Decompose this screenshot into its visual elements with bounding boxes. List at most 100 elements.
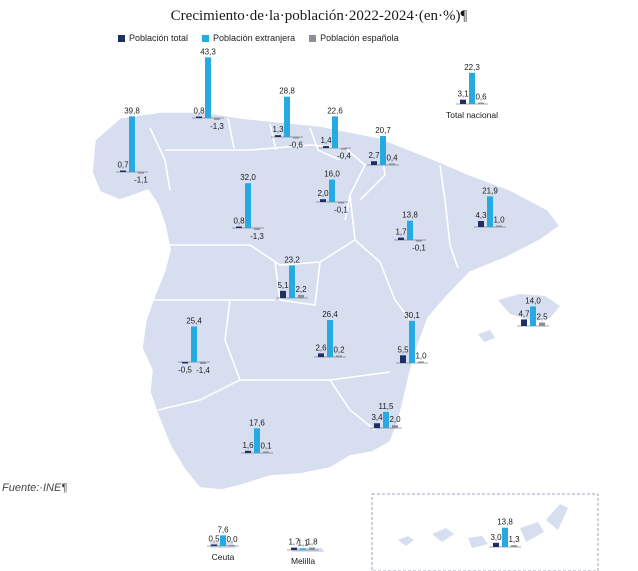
bar-ceuta-extranjera bbox=[220, 535, 226, 546]
value-label-pais-vasco-espanola: -0,4 bbox=[337, 152, 351, 161]
bar-ceuta-total bbox=[211, 544, 217, 546]
bar-baleares-extranjera bbox=[530, 306, 536, 326]
canarias-inset-frame bbox=[371, 493, 599, 571]
region-group-extremadura: -0,5 25,4 -1,4 bbox=[178, 316, 210, 375]
value-label-cantabria-total: 1,3 bbox=[272, 125, 284, 134]
value-label-total-nacional-espanola: 0,6 bbox=[475, 93, 487, 102]
region-group-total-nacional: 3,1 22,3 0,6 Total nacional bbox=[446, 63, 498, 120]
value-label-baleares-extranjera: 14,0 bbox=[525, 296, 541, 305]
value-label-aragon-total: 1,7 bbox=[395, 228, 407, 237]
value-label-total-nacional-total: 3,1 bbox=[457, 90, 469, 99]
region-group-canarias: 3,0 13,8 1,3 bbox=[489, 518, 521, 548]
bar-castilla-y-leon-total bbox=[236, 226, 242, 228]
value-label-galicia-espanola: -1,1 bbox=[134, 176, 148, 185]
legend-label-espanola: Población española bbox=[320, 33, 399, 43]
bar-galicia-espanola bbox=[138, 172, 144, 174]
bar-madrid-espanola bbox=[298, 294, 304, 298]
value-label-galicia-total: 0,7 bbox=[117, 161, 129, 170]
region-group-castilla-y-leon: 0,8 32,0 -1,3 bbox=[232, 173, 264, 241]
value-label-cantabria-espanola: -0,6 bbox=[289, 141, 303, 150]
bar-cantabria-espanola bbox=[293, 137, 299, 139]
bar-ceuta-espanola bbox=[229, 545, 235, 546]
bar-baleares-espanola bbox=[539, 322, 545, 326]
chart-title: Crecimiento·de·la·población·2022-2024·(e… bbox=[170, 8, 468, 24]
legend-item-extranjera: Población extranjera bbox=[202, 33, 295, 43]
value-label-la-rioja-total: 2,0 bbox=[317, 189, 329, 198]
value-label-la-rioja-extranjera: 16,0 bbox=[324, 170, 340, 179]
legend-item-espanola: Población española bbox=[309, 33, 399, 43]
value-label-andalucia-espanola: 0,1 bbox=[260, 442, 272, 451]
value-label-navarra-total: 2,7 bbox=[368, 151, 380, 160]
bar-la-rioja-extranjera bbox=[329, 179, 335, 202]
value-label-extremadura-extranjera: 25,4 bbox=[186, 316, 202, 325]
value-label-baleares-total: 4,7 bbox=[518, 309, 530, 318]
bar-madrid-total bbox=[280, 290, 286, 298]
value-label-aragon-extranjera: 13,8 bbox=[402, 211, 418, 220]
value-label-castilla-la-mancha-total: 2,6 bbox=[315, 343, 327, 352]
legend-item-total: Población total bbox=[118, 33, 188, 43]
bar-baleares-total bbox=[521, 319, 527, 326]
value-label-canarias-total: 3,0 bbox=[490, 533, 502, 542]
bar-galicia-extranjera bbox=[129, 116, 135, 172]
baleares-shape bbox=[498, 294, 560, 320]
value-label-ceuta-extranjera: 7,6 bbox=[217, 525, 229, 534]
value-label-asturias-espanola: -1,3 bbox=[210, 122, 224, 131]
bar-cataluna-extranjera bbox=[487, 196, 493, 227]
value-label-total-nacional-extranjera: 22,3 bbox=[464, 63, 480, 72]
value-label-canarias-extranjera: 13,8 bbox=[497, 518, 513, 527]
bar-andalucia-total bbox=[245, 450, 251, 453]
region-group-aragon: 1,7 13,8 -0,1 bbox=[394, 211, 426, 253]
canarias-islands bbox=[398, 504, 568, 548]
region-name-ceuta: Ceuta bbox=[212, 552, 235, 562]
bar-total-nacional-espanola bbox=[478, 102, 484, 104]
bar-extremadura-total bbox=[182, 362, 188, 364]
value-label-navarra-espanola: 0,4 bbox=[386, 154, 398, 163]
source-note: Fuente:·INE¶ bbox=[2, 482, 68, 494]
bar-navarra-espanola bbox=[389, 163, 395, 165]
bar-murcia-espanola bbox=[392, 425, 398, 428]
legend: Población total Población extranjera Pob… bbox=[118, 33, 399, 43]
bar-com-valenciana-espanola bbox=[418, 361, 424, 363]
bar-murcia-extranjera bbox=[383, 411, 389, 428]
value-label-castilla-la-mancha-extranjera: 26,4 bbox=[322, 310, 338, 319]
bar-melilla-total bbox=[291, 547, 297, 550]
value-label-castilla-y-leon-extranjera: 32,0 bbox=[240, 173, 256, 182]
value-label-extremadura-espanola: -1,4 bbox=[196, 366, 210, 375]
bar-castilla-la-mancha-extranjera bbox=[327, 320, 333, 357]
legend-swatch-espanola bbox=[309, 34, 317, 42]
bar-canarias-espanola bbox=[511, 545, 517, 547]
value-label-pais-vasco-extranjera: 22,6 bbox=[327, 106, 343, 115]
value-label-murcia-total: 3,4 bbox=[371, 413, 383, 422]
value-label-murcia-extranjera: 11,5 bbox=[379, 402, 395, 411]
region-group-asturias: 0,8 43,3 -1,3 bbox=[192, 47, 224, 131]
region-name-melilla: Melilla bbox=[291, 556, 315, 566]
value-label-com-valenciana-total: 5,5 bbox=[397, 345, 409, 354]
legend-swatch-total bbox=[118, 34, 125, 42]
bar-castilla-y-leon-extranjera bbox=[245, 183, 251, 228]
region-group-madrid: 5,1 23,2 2,2 bbox=[276, 256, 308, 299]
bar-cantabria-total bbox=[275, 135, 281, 137]
bar-com-valenciana-total bbox=[400, 355, 406, 363]
value-label-cataluna-espanola: 1,0 bbox=[493, 216, 505, 225]
region-group-andalucia: 1,6 17,6 0,1 bbox=[241, 418, 273, 454]
value-label-galicia-extranjera: 39,8 bbox=[124, 106, 140, 115]
bar-com-valenciana-extranjera bbox=[409, 320, 415, 363]
bar-andalucia-espanola bbox=[263, 451, 269, 453]
bar-pais-vasco-espanola bbox=[341, 148, 347, 150]
value-label-castilla-y-leon-total: 0,8 bbox=[233, 217, 245, 226]
value-label-ceuta-total: 0,5 bbox=[208, 535, 220, 544]
value-label-madrid-extranjera: 23,2 bbox=[284, 256, 300, 265]
bar-aragon-espanola bbox=[416, 240, 422, 242]
bar-total-nacional-total bbox=[460, 99, 466, 104]
region-group-com-valenciana: 5,5 30,1 1,0 bbox=[396, 311, 428, 364]
bar-la-rioja-total bbox=[320, 199, 326, 202]
region-group-baleares: 4,7 14,0 2,5 bbox=[517, 296, 549, 327]
legend-label-total: Población total bbox=[129, 33, 189, 43]
value-label-navarra-extranjera: 20,7 bbox=[375, 126, 391, 135]
region-group-navarra: 2,7 20,7 0,4 bbox=[367, 126, 399, 166]
value-label-cataluna-total: 4,3 bbox=[475, 211, 487, 220]
bar-melilla-extranjera bbox=[300, 548, 306, 550]
regional-borders bbox=[149, 117, 459, 431]
value-label-castilla-la-mancha-espanola: 0,2 bbox=[333, 346, 345, 355]
